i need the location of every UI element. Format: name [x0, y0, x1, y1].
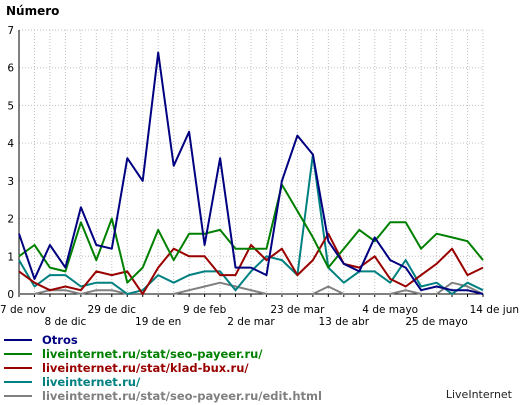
y-tick-label: 3 [7, 176, 14, 188]
chart-series [18, 51, 484, 295]
series-line [19, 281, 484, 295]
y-tick-label: 1 [7, 251, 14, 263]
series-line [18, 183, 484, 284]
legend-label: liveinternet.ru/stat/klad-bux.ru/ [42, 361, 249, 375]
x-tick-label: 8 de dic [44, 316, 86, 328]
x-tick-label: 7 de nov [0, 304, 46, 316]
legend-item-seo-payeer-edit[interactable]: liveinternet.ru/stat/seo-payeer.ru/edit.… [4, 389, 322, 403]
x-tick-label: 9 de feb [183, 304, 227, 316]
x-tick-label: 23 de mar [270, 304, 325, 316]
x-tick-labels: 7 de nov 29 de dic 9 de feb 23 de mar 4 de m… [0, 304, 519, 328]
legend-swatch [4, 367, 32, 369]
y-tick-label: 5 [7, 100, 14, 112]
series-line [18, 232, 484, 295]
legend-swatch [4, 339, 32, 341]
x-tick-label: 4 de mayo [362, 304, 418, 316]
legend-label: liveinternet.ru/stat/seo-payeer.ru/ [42, 347, 263, 361]
x-tick-label: 29 de dic [88, 304, 137, 316]
series-line [18, 51, 484, 295]
legend-item-liveinternet[interactable]: liveinternet.ru/ [4, 375, 322, 389]
y-tick-label: 0 [7, 289, 14, 301]
legend-swatch [4, 353, 32, 355]
series-line [18, 153, 484, 295]
legend-item-otros[interactable]: Otros [4, 333, 322, 347]
y-tick-label: 2 [7, 214, 14, 226]
x-tick-label: 19 de en [135, 316, 181, 328]
legend-label: liveinternet.ru/stat/seo-payeer.ru/edit.… [42, 389, 322, 403]
y-tick-label: 4 [7, 138, 14, 150]
x-tick-label: 2 de mar [227, 316, 275, 328]
x-tick-label: 25 de mayo [405, 316, 467, 328]
chart-title: Número [6, 4, 59, 18]
line-chart: Número 0 1 2 3 4 5 6 7 7 de nov 29 de dic 9 de fe… [0, 4, 519, 328]
y-tick-label: 7 [7, 25, 14, 37]
legend-label: Otros [42, 333, 78, 347]
legend-item-klad-bux[interactable]: liveinternet.ru/stat/klad-bux.ru/ [4, 361, 322, 375]
x-tick-label: 14 de jun [470, 304, 519, 316]
chart-axes [18, 30, 484, 297]
y-tick-labels: 0 1 2 3 4 5 6 7 [7, 25, 14, 301]
legend-item-seo-payeer[interactable]: liveinternet.ru/stat/seo-payeer.ru/ [4, 347, 322, 361]
x-tick-label: 13 de abr [319, 316, 370, 328]
y-tick-label: 6 [7, 63, 14, 75]
legend-swatch [4, 381, 32, 383]
legend-swatch [4, 395, 32, 397]
legend-label: liveinternet.ru/ [42, 375, 141, 389]
chart-grid [18, 29, 484, 295]
footer-brand[interactable]: LiveInternet [445, 388, 512, 401]
chart-legend: Otros liveinternet.ru/stat/seo-payeer.ru… [4, 333, 322, 403]
